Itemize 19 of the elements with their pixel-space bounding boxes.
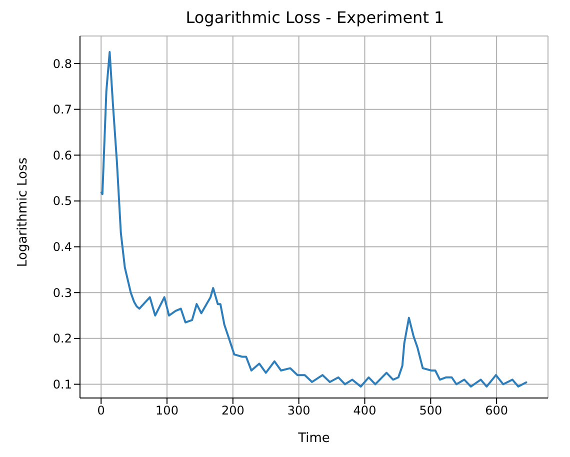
x-tick-label: 100 <box>156 404 178 418</box>
y-tick-label: 0.4 <box>52 240 72 254</box>
x-tick-label: 400 <box>353 404 376 418</box>
chart-title: Logarithmic Loss - Experiment 1 <box>184 8 446 29</box>
y-tick-label: 0.2 <box>52 332 72 346</box>
y-axis-title: Logarithmic Loss <box>16 157 31 267</box>
y-tick-label: 0.7 <box>52 102 72 117</box>
x-tick-label: 0 <box>97 404 105 418</box>
x-tick-label: 200 <box>221 404 244 418</box>
y-tick-label: 0.5 <box>52 194 72 208</box>
line-series <box>100 51 528 388</box>
y-tick-label: 0.6 <box>52 148 72 162</box>
y-tick-label: 0.8 <box>52 56 72 71</box>
x-tick-label: 300 <box>287 404 310 418</box>
y-tick-label: 0.1 <box>52 378 72 392</box>
x-tick-label: 500 <box>419 404 442 418</box>
x-tick-label: 600 <box>485 404 508 418</box>
y-tick-label: 0.3 <box>52 286 72 300</box>
x-axis-title: Time <box>297 431 330 446</box>
